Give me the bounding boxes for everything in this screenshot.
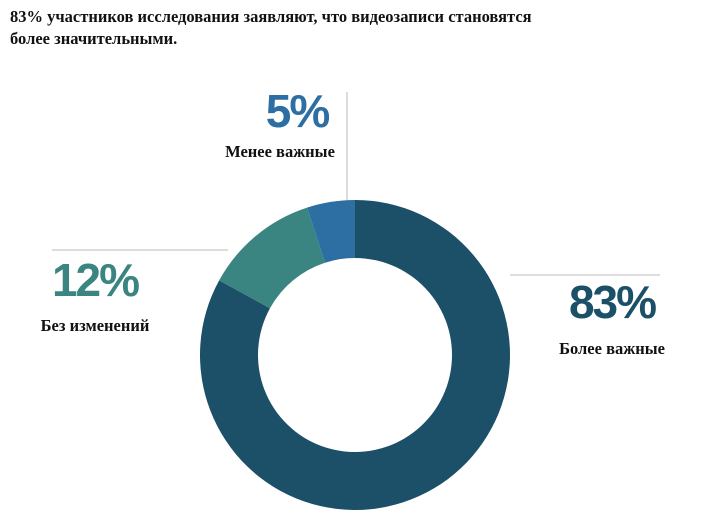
value-label: 12%: [52, 254, 139, 306]
value-label: 5%: [266, 85, 330, 137]
category-label: Менее важные: [225, 142, 335, 161]
donut-slice: [307, 200, 355, 263]
value-label: 83%: [569, 276, 656, 328]
donut-slice: [219, 207, 326, 309]
category-label: Более важные: [559, 339, 665, 358]
donut-slice: [200, 200, 511, 510]
chart-title: 83% участников исследования заявляют, чт…: [10, 7, 532, 48]
category-label: Без изменений: [41, 316, 150, 335]
